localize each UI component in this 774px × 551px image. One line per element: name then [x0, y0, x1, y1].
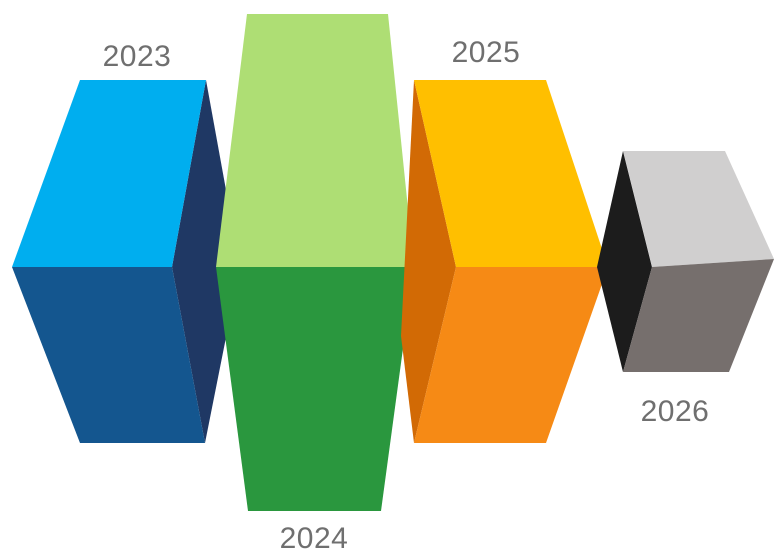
block-2026-front-face	[623, 259, 774, 372]
year-label-2026: 2026	[641, 395, 710, 428]
year-label-2025: 2025	[452, 36, 521, 69]
block-2025-top-face	[414, 80, 608, 267]
block-2024-top-face	[216, 14, 414, 267]
block-2026-side-face	[597, 151, 652, 372]
block-2023-front-face	[12, 267, 205, 443]
block-2026: 2026	[597, 151, 774, 428]
block-2025-front-face	[414, 267, 608, 443]
year-label-2023: 2023	[103, 40, 172, 73]
block-2023: 2023	[12, 40, 240, 443]
block-2023-top-face	[12, 80, 206, 267]
block-2026-top-face	[623, 151, 774, 267]
block-2024-front-face	[216, 267, 414, 511]
block-2024: 2024	[216, 14, 414, 551]
block-2023-side-face	[172, 80, 240, 443]
year-label-2024: 2024	[280, 522, 349, 551]
block-2025-side-face	[401, 80, 456, 443]
block-2025: 2025	[401, 36, 608, 443]
